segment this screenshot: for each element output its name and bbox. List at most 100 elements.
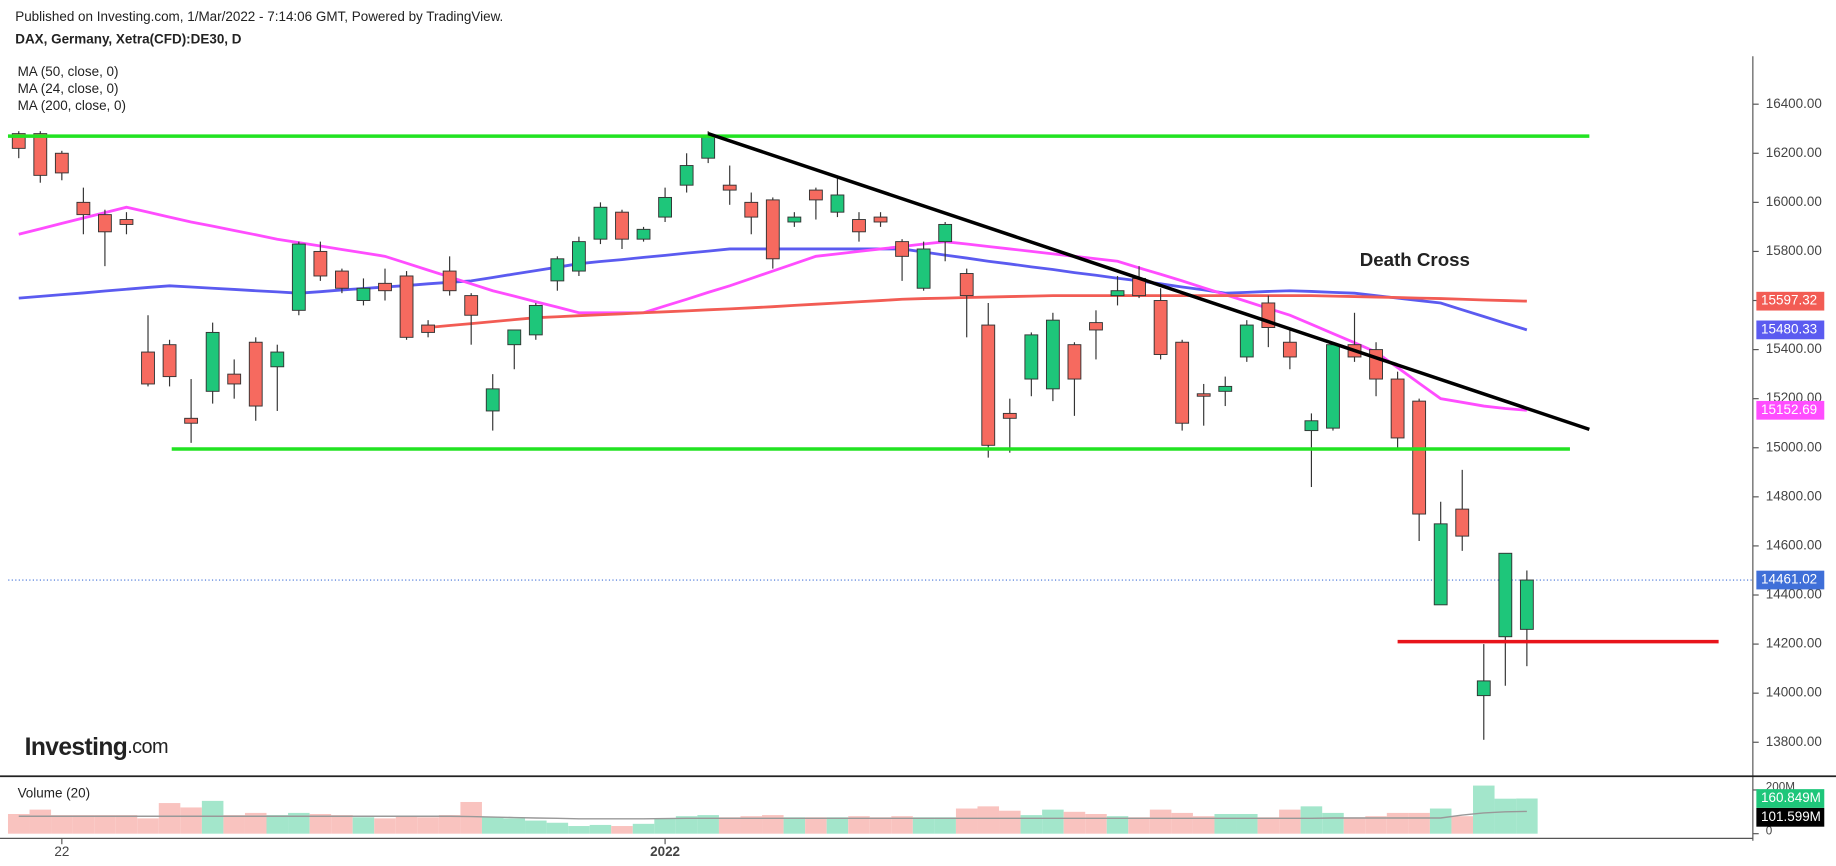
volume-bar — [1063, 811, 1086, 834]
volume-bar — [1516, 798, 1538, 834]
ma-value-tag-box — [1756, 400, 1825, 420]
candle-body — [571, 241, 586, 272]
volume-bar — [783, 817, 806, 834]
candle-body — [722, 184, 737, 191]
candle-body — [1455, 508, 1470, 537]
candle-body — [1196, 393, 1211, 397]
candle-body — [744, 201, 759, 218]
volume-bar — [934, 817, 956, 834]
volume-bar — [1042, 809, 1064, 834]
volume-bar — [460, 801, 482, 834]
candle-body — [593, 206, 608, 240]
volume-bar — [1106, 816, 1129, 834]
volume-bar — [1408, 812, 1430, 834]
candle-body — [421, 324, 436, 333]
logo-main: Investing — [25, 734, 128, 761]
candle-body — [1519, 579, 1534, 630]
candle-body — [615, 211, 629, 240]
volume-bar — [697, 815, 719, 834]
candle-body — [1476, 680, 1491, 697]
volume-bar — [1214, 814, 1237, 834]
volume-bar — [1128, 817, 1150, 834]
volume-bar — [826, 817, 849, 834]
volume-bar — [1386, 812, 1409, 834]
annotation: Death Cross — [1360, 249, 1470, 270]
volume-bar — [1020, 815, 1043, 834]
candle-body — [550, 258, 565, 282]
volume-bar — [1494, 798, 1517, 834]
candle-body — [399, 275, 414, 338]
x-tick-label: 2022 — [650, 844, 680, 859]
volume-bar — [395, 816, 418, 834]
publish-note: Published on Investing.com, 1/Mar/2022 -… — [15, 9, 503, 24]
candle-body — [1218, 385, 1233, 392]
logo-suffix: .com — [127, 736, 168, 758]
candle-body — [464, 295, 479, 316]
candle-body — [959, 273, 974, 297]
volume-bar — [1322, 812, 1344, 834]
trend-line — [707, 131, 1590, 432]
candle-body — [54, 152, 69, 174]
candle-body — [485, 388, 500, 412]
volume-bar — [1473, 785, 1495, 834]
y-tick-label: 16000.00 — [1766, 194, 1822, 209]
volume-tick-label: 0 — [1766, 824, 1773, 837]
volume-bar — [29, 809, 52, 834]
volume-bar — [675, 816, 698, 834]
candle-body — [356, 287, 371, 301]
volume-ma-tag-box — [1756, 807, 1825, 827]
volume-bar — [718, 817, 741, 834]
volume-bar — [589, 824, 612, 834]
candle-body — [335, 270, 349, 289]
volume-bar — [417, 817, 439, 834]
volume-bar — [805, 817, 827, 834]
candle-body — [1412, 400, 1427, 515]
y-tick-label: 14600.00 — [1766, 537, 1822, 552]
volume-bar — [611, 826, 633, 834]
volume-bar — [72, 815, 95, 834]
volume-bar — [1236, 814, 1258, 834]
candle-body — [938, 223, 953, 243]
candle-body — [1282, 341, 1297, 358]
volume-bar — [525, 820, 547, 834]
candle-body — [528, 304, 543, 336]
volume-bar — [244, 812, 267, 834]
volume-bar — [158, 803, 181, 834]
ma-value-tag-box — [1756, 291, 1825, 311]
price-tag: 14461.02 — [1761, 572, 1817, 587]
candle-body — [636, 228, 651, 240]
y-tick-label: 15400.00 — [1766, 341, 1822, 356]
candle-body — [808, 189, 823, 201]
candle-body — [1369, 349, 1383, 380]
y-tick-label: 15000.00 — [1766, 439, 1822, 454]
candle-body — [787, 216, 802, 223]
volume-bar — [1451, 816, 1474, 834]
volume-bar — [51, 815, 73, 834]
volume-bar — [137, 818, 159, 834]
volume-bar — [503, 818, 526, 834]
candle-body — [507, 329, 522, 346]
volume-bar — [1279, 809, 1301, 834]
candle-body — [830, 194, 845, 213]
legend-entry: MA (50, close, 0) — [18, 64, 119, 79]
volume-bar — [912, 817, 935, 834]
candle-body — [162, 344, 177, 378]
ma-value-tag: 15152.69 — [1761, 402, 1817, 417]
volume-bar — [223, 815, 245, 834]
volume-bar — [1365, 816, 1387, 834]
candle-body — [1390, 378, 1405, 439]
volume-bar — [201, 800, 224, 834]
candle-body — [1304, 420, 1319, 432]
volume-bar — [438, 815, 461, 834]
candle-body — [270, 351, 285, 368]
volume-ma-tag: 101.599M — [1761, 809, 1821, 824]
legend-entry: MA (24, close, 0) — [18, 81, 119, 96]
candle-body — [765, 199, 780, 260]
volume-title: Volume (20) — [18, 785, 91, 800]
candle-body — [1024, 334, 1039, 380]
volume-bar — [1149, 809, 1172, 834]
volume-bar — [977, 806, 1000, 834]
volume-bar — [115, 815, 138, 834]
